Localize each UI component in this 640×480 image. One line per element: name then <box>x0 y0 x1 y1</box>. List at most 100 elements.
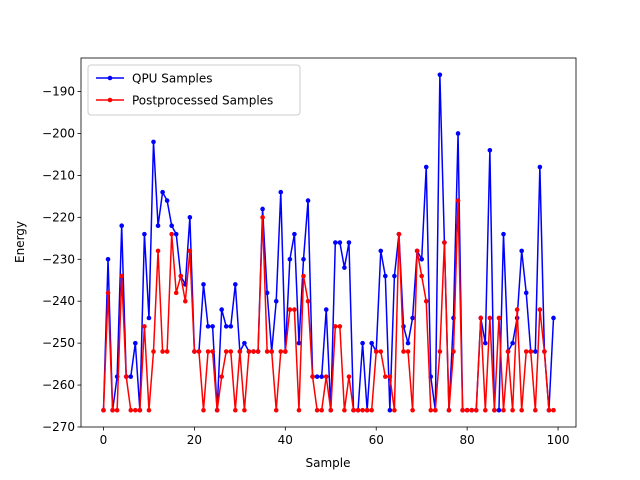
legend: QPU Samples Postprocessed Samples <box>87 64 301 116</box>
x-tick-label: 80 <box>459 433 474 447</box>
series-marker <box>155 223 161 229</box>
series-marker <box>392 273 397 279</box>
series-marker <box>392 407 397 413</box>
series-marker <box>410 407 415 413</box>
series-marker <box>314 374 320 379</box>
series-marker <box>487 315 493 321</box>
series-marker <box>196 349 202 354</box>
y-tick-label: −210 <box>42 168 75 182</box>
series-marker <box>146 407 152 413</box>
series-marker <box>533 349 538 354</box>
series-marker <box>169 231 174 237</box>
series-marker <box>119 223 124 229</box>
series-marker <box>133 407 138 413</box>
series-marker <box>360 407 365 413</box>
series-marker <box>178 273 184 279</box>
series-marker <box>337 324 343 329</box>
series-marker <box>237 349 243 354</box>
series-marker <box>183 298 188 304</box>
series-marker <box>387 374 393 379</box>
series-line <box>102 199 554 411</box>
series-marker <box>201 407 206 413</box>
series-marker <box>242 407 247 413</box>
series-marker <box>501 407 506 413</box>
series-marker <box>292 307 297 312</box>
series-marker <box>483 407 488 413</box>
series-marker <box>446 407 452 413</box>
series-marker <box>514 307 520 312</box>
series-marker <box>542 349 547 354</box>
series-marker <box>451 349 456 354</box>
series-marker <box>473 407 479 413</box>
series-marker <box>528 349 534 354</box>
series-marker <box>533 407 538 413</box>
series-marker <box>496 315 502 321</box>
series-marker <box>419 273 424 279</box>
series-marker <box>346 374 352 379</box>
series-marker <box>437 349 443 354</box>
series-marker <box>219 374 224 379</box>
series-marker <box>201 282 206 287</box>
series-marker <box>437 72 443 78</box>
series-marker <box>283 349 288 354</box>
series-marker <box>205 324 211 329</box>
x-axis-label: Sample <box>306 456 351 470</box>
axes-frame <box>80 57 577 428</box>
series-marker <box>510 407 515 413</box>
series-marker <box>205 349 211 354</box>
series-marker <box>369 340 374 346</box>
series-marker <box>337 240 343 245</box>
series-marker <box>142 231 147 237</box>
series-marker <box>123 374 129 379</box>
y-tick-label: −240 <box>42 294 75 308</box>
legend-label: QPU Samples <box>132 72 213 86</box>
x-tick-label: 20 <box>187 433 202 447</box>
series-marker <box>246 349 252 354</box>
series-marker <box>223 349 229 354</box>
series-marker <box>187 248 193 254</box>
legend-marker <box>107 97 113 103</box>
series-marker <box>342 265 347 270</box>
series-marker <box>273 298 279 304</box>
series-marker <box>483 340 488 346</box>
series-marker <box>164 349 170 354</box>
series-marker <box>264 349 270 354</box>
series-marker <box>251 349 256 354</box>
series-marker <box>110 407 115 413</box>
series-marker <box>301 273 306 279</box>
series-marker <box>128 374 134 379</box>
series-marker <box>119 273 124 279</box>
y-tick-label: −200 <box>42 126 75 140</box>
series-marker <box>333 240 338 245</box>
series-marker <box>292 231 297 237</box>
series-marker <box>546 407 552 413</box>
series-marker <box>146 315 152 321</box>
y-tick-label: −250 <box>42 336 75 350</box>
x-tick-label: 0 <box>100 433 108 447</box>
series-marker <box>442 240 447 245</box>
series-marker <box>537 164 543 170</box>
series-marker <box>269 349 274 354</box>
series-marker <box>373 349 379 354</box>
series-marker <box>260 206 265 212</box>
series-marker <box>378 349 384 354</box>
series-marker <box>233 407 238 413</box>
series-marker <box>151 139 156 145</box>
y-tick-label: −270 <box>42 420 75 434</box>
series-marker <box>305 198 311 203</box>
series-marker <box>128 407 134 413</box>
series-marker <box>519 248 524 254</box>
series-marker <box>101 407 106 413</box>
series-marker <box>242 340 247 346</box>
y-tick-label: −260 <box>42 378 75 392</box>
series-marker <box>210 349 215 354</box>
series-marker <box>333 324 338 329</box>
legend-label: Postprocessed Samples <box>132 94 273 108</box>
series-marker <box>551 315 556 321</box>
x-tick-label: 100 <box>547 433 570 447</box>
series-marker <box>214 407 220 413</box>
series-marker <box>423 164 429 170</box>
series-marker <box>187 215 193 220</box>
x-tick-label: 40 <box>278 433 293 447</box>
